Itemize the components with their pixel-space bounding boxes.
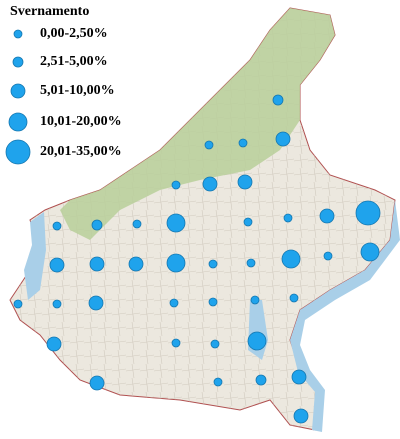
site-bubble [171, 180, 181, 190]
site-bubble [281, 249, 301, 269]
site-bubble [52, 299, 62, 309]
site-bubble [89, 256, 105, 272]
site-bubble [246, 258, 256, 268]
site-bubble [166, 213, 186, 233]
site-bubble [132, 219, 142, 229]
site-bubble [91, 219, 103, 231]
site-bubble [171, 338, 181, 348]
legend-symbol [8, 112, 28, 132]
legend-label: 0,00-2,50% [40, 26, 108, 41]
site-bubble [275, 131, 291, 147]
site-bubble [46, 336, 62, 352]
site-bubble [166, 253, 186, 273]
site-bubble [49, 257, 65, 273]
legend-label: 5,01-10,00% [40, 83, 115, 98]
legend-symbol [12, 56, 24, 68]
site-bubble [289, 293, 299, 303]
legend-label: 2,51-5,00% [40, 54, 108, 69]
legend-title: Svernamento [10, 4, 89, 19]
site-bubble [255, 374, 267, 386]
site-bubble [319, 208, 335, 224]
site-bubble [247, 331, 267, 351]
site-bubble [204, 140, 214, 150]
site-bubble [208, 259, 218, 269]
legend-symbol [5, 139, 31, 165]
site-bubble [250, 295, 260, 305]
site-bubble [238, 138, 248, 148]
site-bubble [293, 408, 309, 424]
site-bubble [237, 174, 253, 190]
site-bubble [210, 339, 220, 349]
site-bubble [169, 298, 179, 308]
legend: Svernamento 0,00-2,50% 2,51-5,00% 5,01-10,… [5, 4, 122, 165]
site-bubble [243, 217, 253, 227]
site-bubble [202, 176, 218, 192]
site-bubble [89, 375, 105, 391]
site-bubble [88, 295, 104, 311]
site-bubble [291, 369, 307, 385]
mountains [60, 8, 335, 240]
site-bubble [208, 297, 218, 307]
legend-label: 10,01-20,00% [40, 114, 122, 129]
legend-label: 20,01-35,00% [40, 144, 122, 159]
site-bubble [272, 94, 284, 106]
site-bubble [360, 242, 380, 262]
site-bubble [213, 377, 223, 387]
bubbles [13, 94, 381, 424]
site-bubble [355, 200, 381, 226]
site-bubble [323, 251, 333, 261]
site-bubble [283, 213, 293, 223]
site-bubble [52, 221, 62, 231]
legend-symbol [13, 29, 23, 39]
site-bubble [128, 256, 144, 272]
legend-symbol [10, 83, 26, 99]
lake-garda [24, 212, 46, 300]
site-bubble [13, 299, 23, 309]
